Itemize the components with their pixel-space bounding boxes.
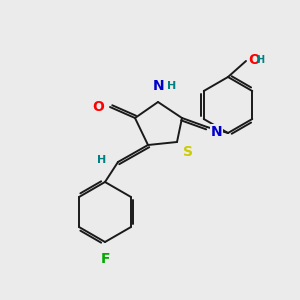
Text: O: O [92, 100, 104, 114]
Text: N: N [211, 125, 223, 139]
Text: N: N [153, 79, 165, 93]
Text: H: H [97, 155, 106, 165]
Text: H: H [167, 81, 176, 91]
Text: H: H [256, 55, 264, 65]
Text: F: F [100, 252, 110, 266]
Text: S: S [183, 145, 193, 159]
Text: O: O [248, 53, 260, 67]
